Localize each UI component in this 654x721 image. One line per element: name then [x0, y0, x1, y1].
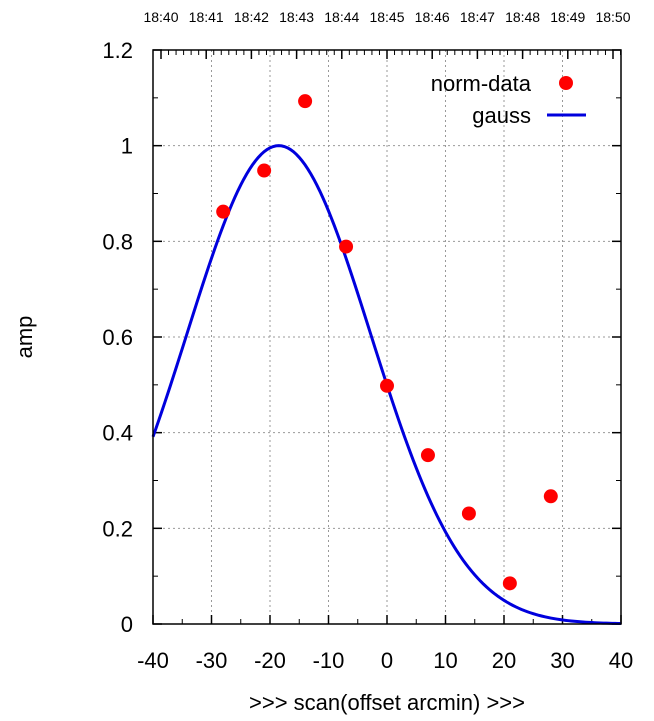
top-tick-label: 18:45 [369, 9, 404, 25]
data-point [420, 448, 435, 463]
legend-label-norm-data: norm-data [431, 71, 532, 96]
data-point [502, 576, 517, 591]
plot-frame [152, 49, 622, 625]
top-tick-label: 18:49 [550, 9, 585, 25]
top-tick-label: 18:46 [415, 9, 450, 25]
y-tick-label: 1 [121, 134, 133, 159]
data-point [339, 239, 354, 254]
x-tick-label: -10 [313, 648, 345, 673]
x-tick-label: 0 [381, 648, 393, 673]
top-tick-label: 18:50 [595, 9, 630, 25]
top-tick-label: 18:43 [279, 9, 314, 25]
y-axis-title: amp [12, 316, 37, 359]
y-tick-label: 0.4 [102, 421, 133, 446]
x-tick-label: 10 [433, 648, 457, 673]
x-tick-label: 30 [550, 648, 574, 673]
x-tick-label: 40 [609, 648, 633, 673]
data-points [216, 94, 558, 591]
y-tick-label: 0.6 [102, 325, 133, 350]
grid [153, 50, 621, 624]
tick-labels: -40 -30 -20 -10 0 10 20 30 40 0 0.2 0.4 0.6 0.8 1 1.2 18… [102, 9, 633, 673]
top-tick-label: 18:47 [460, 9, 495, 25]
legend-label-gauss: gauss [472, 103, 531, 128]
data-point [461, 506, 476, 521]
y-tick-label: 0 [121, 612, 133, 637]
top-tick-label: 18:48 [505, 9, 540, 25]
data-point [298, 94, 313, 109]
x-tick-label: -30 [196, 648, 228, 673]
top-tick-label: 18:42 [234, 9, 269, 25]
data-point [380, 378, 394, 393]
data-point [216, 204, 231, 219]
x-tick-label: -20 [254, 648, 286, 673]
x-axis-title: >>> scan(offset arcmin) >>> [249, 690, 525, 715]
data-point [543, 489, 558, 504]
legend-marker-norm-data [559, 76, 573, 90]
top-tick-label: 18:41 [189, 9, 224, 25]
legend: norm-data gauss [431, 71, 586, 128]
y-tick-label: 0.2 [102, 516, 133, 541]
top-tick-label: 18:44 [324, 9, 359, 25]
y-tick-label: 1.2 [102, 38, 133, 63]
top-tick-label: 18:40 [143, 9, 178, 25]
y-tick-label: 0.8 [102, 229, 133, 254]
x-tick-label: 20 [492, 648, 516, 673]
x-tick-label: -40 [137, 648, 169, 673]
data-point [257, 163, 272, 178]
